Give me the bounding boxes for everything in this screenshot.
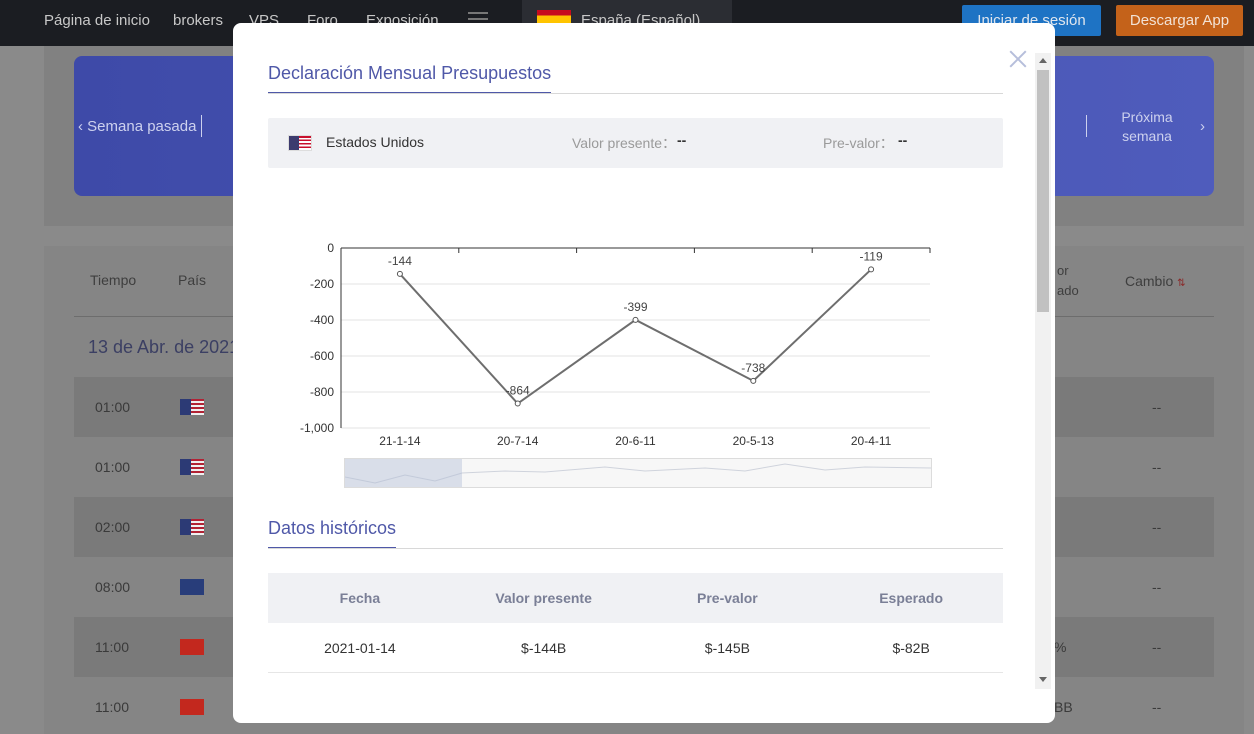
event-time: 08:00 <box>95 579 131 595</box>
data-label: -119 <box>860 249 883 263</box>
y-tick-label: -400 <box>310 313 334 327</box>
change-value: -- <box>1152 699 1162 715</box>
au-flag-icon <box>180 579 204 595</box>
modal-scrollbar[interactable] <box>1035 53 1051 689</box>
x-tick-label: 20-7-14 <box>497 434 539 448</box>
present-value: -- <box>677 132 687 148</box>
zoom-window-handle[interactable] <box>345 459 462 487</box>
divider <box>201 115 202 137</box>
divider <box>268 93 1003 94</box>
divider <box>268 548 1003 549</box>
us-flag-icon <box>288 135 312 151</box>
previous-week-label: Semana pasada <box>87 118 197 135</box>
column-header: Esperado <box>879 590 944 606</box>
history-table-header: Fecha Valor presente Pre-valor Esperado <box>268 573 1003 623</box>
country-name: Estados Unidos <box>326 134 425 150</box>
table-cell: $-82B <box>892 640 930 656</box>
us-flag-icon <box>180 519 204 535</box>
us-flag-icon <box>180 399 204 415</box>
scroll-down-arrow-icon[interactable] <box>1039 677 1047 682</box>
data-label: -144 <box>388 254 412 268</box>
table-cell: $-144B <box>521 640 567 656</box>
y-tick-label: -1,000 <box>300 421 334 435</box>
cell-fragment: BB <box>1054 699 1073 715</box>
date-heading: 13 de Abr. de 2021 <box>88 337 240 357</box>
column-header: Pre-valor <box>697 590 758 606</box>
previous-value-label: Pre-valor： <box>823 135 894 151</box>
column-header: Fecha <box>339 590 381 606</box>
chevron-right-icon[interactable]: › <box>1200 118 1205 135</box>
close-icon[interactable] <box>1008 48 1028 70</box>
event-time: 01:00 <box>95 459 131 475</box>
column-header-time: Tiempo <box>90 272 137 288</box>
column-header-country: País <box>178 272 207 288</box>
table-row: 2021-01-14 $-144B $-145B $-82B <box>268 623 1003 673</box>
change-value: -- <box>1152 579 1162 595</box>
scroll-up-arrow-icon[interactable] <box>1039 58 1047 63</box>
divider <box>1086 115 1087 137</box>
y-tick-label: -600 <box>310 349 334 363</box>
history-title: Datos históricos <box>268 518 397 538</box>
y-tick-label: -800 <box>310 385 334 399</box>
nav-home[interactable]: Página de inicio <box>44 12 150 29</box>
x-tick-label: 20-5-13 <box>733 434 775 448</box>
indicator-info-box: Estados Unidos Valor presente： -- Pre-va… <box>268 118 1003 168</box>
event-time: 02:00 <box>95 519 131 535</box>
cell-fragment: % <box>1054 639 1067 655</box>
event-time: 11:00 <box>95 639 129 655</box>
next-week-link[interactable]: Próxima semana <box>1121 109 1173 144</box>
present-value-label: Valor presente： <box>572 135 677 151</box>
change-value: -- <box>1152 399 1162 415</box>
data-point <box>750 377 757 384</box>
data-label: -864 <box>506 384 530 398</box>
x-tick-label: 20-4-11 <box>851 434 892 448</box>
nav-brokers[interactable]: brokers <box>173 12 224 29</box>
event-time: 11:00 <box>95 699 129 715</box>
data-point <box>396 270 403 277</box>
cn-flag-icon <box>180 639 204 655</box>
table-cell: 2021-01-14 <box>324 640 396 656</box>
data-label: -738 <box>741 361 765 375</box>
change-value: -- <box>1152 459 1162 475</box>
sort-arrows-icon: ⇅ <box>1177 278 1186 289</box>
history-table: Fecha Valor presente Pre-valor Esperado 202… <box>268 573 1003 673</box>
data-point <box>868 266 875 273</box>
chevron-left-icon: ‹ <box>78 118 88 135</box>
chart-zoom-slider[interactable] <box>344 458 932 488</box>
cn-flag-icon <box>180 699 204 715</box>
data-point <box>514 400 521 407</box>
overview-sparkline <box>344 463 932 484</box>
column-header-fragment: or <box>1057 263 1069 278</box>
table-cell: $-145B <box>704 640 750 656</box>
column-header-change[interactable]: Cambio ⇅ <box>1125 273 1186 289</box>
modal-title: Declaración Mensual Presupuestos <box>268 63 552 83</box>
y-tick-label: -200 <box>310 277 334 291</box>
scrollbar-thumb[interactable] <box>1037 70 1049 312</box>
us-flag-icon <box>180 459 204 475</box>
x-tick-label: 21-1-14 <box>379 434 421 448</box>
x-tick-label: 20-6-11 <box>615 434 656 448</box>
data-label: -399 <box>623 300 647 314</box>
budget-line-chart: 0 -200 -400 -600 -800 -1,000 21-1-14 20-7-14 20-… <box>300 241 931 448</box>
column-header-fragment: ado <box>1057 283 1079 298</box>
change-value: -- <box>1152 639 1162 655</box>
data-point <box>632 316 639 323</box>
previous-value: -- <box>898 132 908 148</box>
change-value: -- <box>1152 519 1162 535</box>
previous-week-link[interactable]: ‹ Semana pasada <box>78 118 196 135</box>
indicator-modal: Declaración Mensual Presupuestos Estados… <box>233 23 1055 723</box>
y-tick-label: 0 <box>327 241 334 255</box>
download-app-button[interactable]: Descargar App <box>1116 5 1243 36</box>
column-header: Valor presente <box>495 590 592 606</box>
event-time: 01:00 <box>95 399 131 415</box>
series-line <box>399 268 872 405</box>
